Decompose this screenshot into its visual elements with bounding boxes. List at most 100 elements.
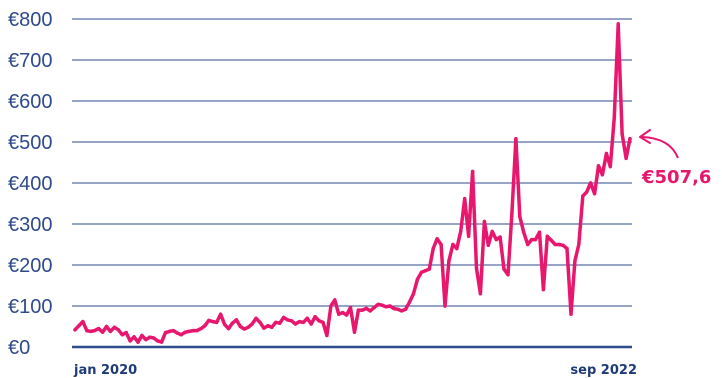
- data-point: [585, 190, 589, 194]
- data-point: [403, 307, 408, 311]
- data-point: [344, 313, 349, 317]
- data-point: [482, 219, 487, 224]
- data-point: [341, 310, 345, 315]
- data-point: [447, 259, 451, 263]
- data-point: [93, 328, 97, 333]
- data-point: [392, 306, 396, 311]
- data-point: [333, 298, 337, 302]
- data-point: [183, 330, 187, 334]
- data-point: [89, 329, 93, 334]
- data-point: [325, 333, 329, 338]
- data-point: [372, 305, 376, 310]
- data-point: [463, 196, 467, 201]
- data-point: [466, 234, 471, 238]
- data-point: [526, 242, 530, 247]
- data-point: [600, 173, 605, 177]
- y-tick-label: €300: [8, 214, 53, 236]
- data-point: [293, 322, 298, 326]
- data-point: [612, 115, 616, 120]
- data-point: [81, 319, 85, 324]
- data-point: [411, 292, 416, 296]
- last-value-annotation: €507,6: [641, 167, 711, 188]
- x-axis-start-label: jan 2020: [73, 363, 137, 378]
- data-point: [407, 300, 412, 304]
- data-point: [506, 273, 510, 277]
- annotation-arrow: [641, 136, 679, 159]
- data-point: [352, 330, 357, 334]
- data-point: [455, 246, 459, 251]
- data-point: [348, 305, 353, 310]
- data-point: [573, 259, 577, 263]
- data-point: [321, 320, 325, 325]
- data-point: [187, 329, 191, 334]
- data-point: [262, 326, 266, 330]
- data-point: [211, 319, 215, 324]
- data-point: [77, 324, 81, 328]
- data-point: [163, 330, 168, 335]
- y-tick-label: €100: [8, 296, 53, 318]
- data-point: [435, 237, 439, 241]
- data-point: [628, 137, 632, 141]
- data-point: [289, 319, 294, 323]
- data-point: [132, 335, 136, 339]
- data-point: [222, 322, 227, 327]
- data-point: [549, 238, 553, 243]
- data-point: [557, 242, 561, 247]
- data-point: [159, 340, 164, 344]
- data-point: [451, 242, 455, 247]
- data-point: [238, 324, 242, 329]
- data-point: [541, 287, 546, 292]
- data-point: [207, 318, 211, 323]
- data-point: [533, 237, 538, 242]
- data-point: [522, 230, 526, 234]
- data-point: [96, 326, 101, 331]
- data-point: [218, 312, 223, 316]
- y-tick-label: €700: [8, 50, 53, 72]
- y-tick-label: €500: [8, 132, 53, 154]
- data-point: [608, 164, 612, 169]
- data-point: [195, 328, 199, 333]
- data-point: [498, 235, 502, 239]
- data-point: [191, 328, 195, 333]
- data-point: [545, 234, 549, 238]
- data-point: [120, 333, 124, 337]
- data-point: [175, 331, 179, 335]
- data-point: [199, 326, 203, 331]
- data-point: [529, 237, 534, 242]
- data-point: [431, 246, 435, 251]
- data-point: [128, 339, 132, 343]
- data-point: [616, 22, 620, 26]
- data-point: [171, 328, 176, 333]
- data-point: [553, 242, 557, 247]
- data-point: [297, 319, 302, 324]
- data-point: [156, 339, 160, 343]
- data-point: [470, 169, 475, 174]
- data-point: [124, 330, 128, 335]
- data-point: [537, 230, 542, 234]
- data-point: [179, 333, 183, 337]
- data-point: [380, 303, 384, 307]
- data-point: [234, 318, 239, 322]
- data-point: [396, 307, 400, 311]
- data-point: [356, 308, 361, 312]
- data-point: [604, 151, 609, 156]
- y-tick-label: €800: [8, 9, 53, 31]
- data-point: [108, 329, 113, 334]
- data-point: [577, 242, 581, 247]
- grid-lines: [72, 18, 632, 307]
- data-point: [581, 194, 585, 198]
- data-point: [588, 181, 593, 185]
- data-point: [439, 242, 443, 247]
- data-point: [565, 246, 569, 251]
- data-point: [592, 192, 597, 196]
- data-point: [376, 302, 380, 307]
- data-point: [278, 321, 282, 325]
- data-point: [364, 306, 368, 311]
- data-point: [490, 229, 494, 234]
- data-point: [478, 292, 483, 296]
- data-point: [226, 326, 231, 331]
- data-point: [104, 324, 109, 329]
- data-point: [112, 325, 117, 329]
- price-series-line: [73, 22, 632, 344]
